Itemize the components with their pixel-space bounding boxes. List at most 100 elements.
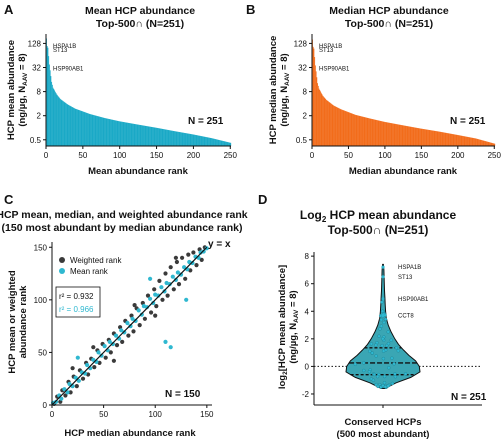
bar xyxy=(97,116,99,146)
bar xyxy=(176,131,178,146)
panel-letter-b: B xyxy=(246,2,255,17)
panel-c-ylabel-line1: HCP mean or weighted xyxy=(7,270,18,373)
bar xyxy=(446,132,448,146)
bar xyxy=(477,139,479,146)
bar xyxy=(326,100,328,146)
bar xyxy=(81,111,83,146)
bar xyxy=(93,115,95,146)
bar xyxy=(223,141,225,146)
bar xyxy=(168,130,170,146)
data-point xyxy=(353,362,357,366)
y-tick-label: 8 xyxy=(305,252,310,261)
bar xyxy=(141,125,143,146)
bar xyxy=(358,115,360,146)
bar xyxy=(196,135,198,146)
weighted-rank-point xyxy=(174,259,179,265)
bar xyxy=(453,134,455,146)
bar xyxy=(55,93,57,146)
bar xyxy=(373,119,375,146)
bar xyxy=(368,118,370,146)
bar xyxy=(317,83,318,146)
bar xyxy=(219,140,221,146)
bar xyxy=(59,98,61,146)
bar xyxy=(182,132,184,146)
weighted-rank-point xyxy=(183,276,188,281)
y-tick-label: 128 xyxy=(294,39,308,48)
bar xyxy=(184,133,186,146)
bar xyxy=(64,102,66,146)
bar xyxy=(202,136,204,146)
weighted-rank-point xyxy=(103,355,108,360)
bar xyxy=(99,116,100,146)
bar xyxy=(79,110,81,146)
bar xyxy=(433,130,434,146)
annotation-label: HSP90AB1 xyxy=(319,67,350,73)
bar xyxy=(412,127,414,146)
bar xyxy=(425,129,427,146)
bar xyxy=(200,136,202,146)
bar xyxy=(337,107,339,146)
bar xyxy=(170,130,172,146)
x-tick-label: 250 xyxy=(488,151,502,160)
data-point xyxy=(390,356,394,360)
x-tick-label: 200 xyxy=(451,151,465,160)
bar xyxy=(189,133,191,146)
bar xyxy=(185,133,187,146)
bar xyxy=(352,113,353,146)
bar xyxy=(392,123,394,146)
bar xyxy=(417,128,419,146)
bar xyxy=(88,113,90,146)
panel-a-title-line2: Top-500∩ (N=251) xyxy=(96,18,184,30)
bar xyxy=(396,124,398,146)
mean-rank-point xyxy=(73,375,78,380)
panel-a-xlabel: Mean abundance rank xyxy=(88,166,188,177)
bar xyxy=(229,142,231,146)
legend-weighted-marker xyxy=(59,257,65,263)
bar xyxy=(134,124,136,146)
bar xyxy=(347,111,348,146)
mean-rank-point xyxy=(133,318,138,323)
bar xyxy=(60,99,62,146)
mean-rank-point xyxy=(204,246,209,251)
bar xyxy=(409,126,411,146)
bar xyxy=(179,132,181,146)
data-point xyxy=(381,356,386,361)
data-point xyxy=(383,385,388,389)
weighted-rank-point xyxy=(92,365,97,370)
bar xyxy=(473,138,475,146)
bar xyxy=(144,125,145,146)
panel-c-r2-weighted: r² = 0.932 xyxy=(59,292,94,301)
bar xyxy=(476,138,477,146)
bar xyxy=(65,102,67,146)
mean-rank-point xyxy=(148,296,153,301)
bar xyxy=(473,138,475,146)
bar xyxy=(474,138,476,146)
bar xyxy=(51,81,53,146)
mean-rank-point xyxy=(144,305,150,310)
annotation-label: HSPA1B xyxy=(398,265,421,271)
panel-b-title-line2: Top-500∩ (N=251) xyxy=(345,18,433,30)
weighted-rank-point xyxy=(191,250,196,255)
mean-rank-point xyxy=(136,308,141,313)
bar xyxy=(80,110,82,146)
bar xyxy=(467,136,469,146)
bar xyxy=(219,140,221,146)
mean-rank-point xyxy=(182,265,187,270)
bar xyxy=(136,124,138,146)
bar xyxy=(379,120,381,146)
bar xyxy=(432,130,434,146)
bar xyxy=(49,70,51,146)
bar xyxy=(163,129,165,146)
weighted-rank-point xyxy=(145,293,151,298)
bar xyxy=(121,121,123,146)
bar xyxy=(427,129,429,146)
weighted-rank-point xyxy=(126,333,131,338)
mean-rank-point xyxy=(175,270,180,275)
bar xyxy=(414,127,416,146)
bar xyxy=(315,71,317,146)
bar xyxy=(443,132,445,146)
bar xyxy=(149,126,151,146)
bar xyxy=(190,134,192,146)
bar xyxy=(407,126,409,146)
weighted-rank-point xyxy=(154,304,159,309)
